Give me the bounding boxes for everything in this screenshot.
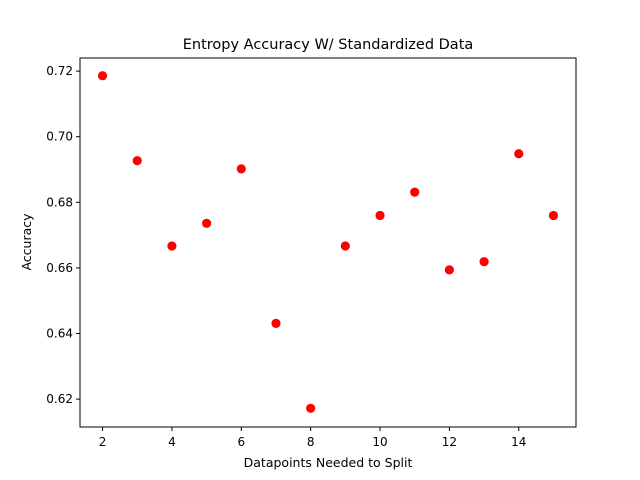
x-tick-label: 4 [168,435,176,449]
data-point [514,149,524,159]
data-point [236,164,246,174]
axes-frame [79,57,577,428]
y-tick-label: 0.70 [46,130,73,144]
data-point [444,265,454,275]
x-axis-label: Datapoints Needed to Split [244,455,413,470]
data-point [132,156,142,166]
data-point [202,218,212,228]
y-tick-label: 0.64 [46,327,73,341]
x-tick-label: 2 [99,435,107,449]
data-point [479,257,489,267]
y-tick-label: 0.68 [46,195,73,209]
data-point [410,187,420,197]
data-point [548,210,559,221]
y-tick-label: 0.66 [46,261,73,275]
y-axis-label: Accuracy [19,213,34,271]
data-point [375,210,385,221]
x-tick-label: 8 [307,435,315,449]
plot-area [97,71,559,413]
data-point [271,318,281,328]
chart-title: Entropy Accuracy W/ Standardized Data [183,37,474,53]
data-point [167,241,177,251]
data-point [97,71,108,81]
y-tick-label: 0.72 [46,64,73,78]
x-tick-label: 10 [372,435,387,449]
y-tick-label: 0.62 [46,392,73,406]
x-tick-label: 6 [237,435,245,449]
data-point [306,403,316,413]
x-tick-label: 12 [442,435,457,449]
data-point [340,241,350,251]
x-tick-label: 14 [511,435,526,449]
